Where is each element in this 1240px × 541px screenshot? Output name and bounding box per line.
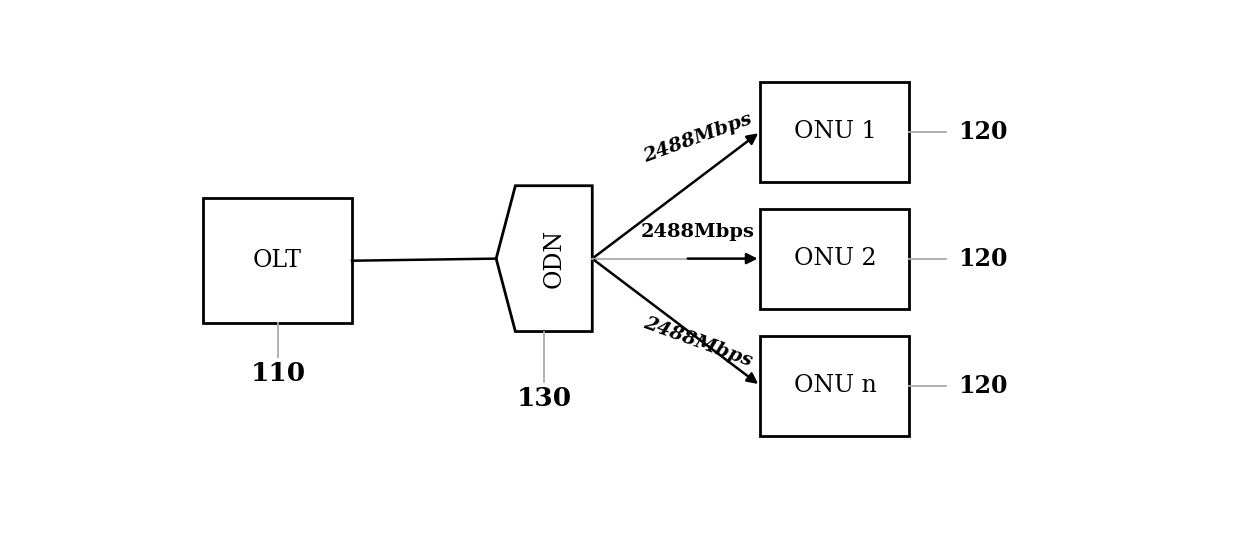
Text: 130: 130 bbox=[517, 386, 572, 411]
Text: OLT: OLT bbox=[253, 249, 303, 272]
Bar bbox=[760, 82, 909, 182]
Bar bbox=[760, 209, 909, 308]
Bar bbox=[203, 198, 352, 323]
Text: 120: 120 bbox=[957, 374, 1007, 398]
Text: 120: 120 bbox=[957, 120, 1007, 143]
Text: ONU 1: ONU 1 bbox=[794, 120, 877, 143]
Text: 110: 110 bbox=[250, 361, 305, 386]
Text: ODN: ODN bbox=[542, 229, 565, 288]
Text: 2488Mbps: 2488Mbps bbox=[641, 314, 755, 370]
Bar bbox=[760, 335, 909, 436]
Text: 2488Mbps: 2488Mbps bbox=[641, 222, 755, 241]
Text: ONU 2: ONU 2 bbox=[794, 247, 877, 270]
Polygon shape bbox=[496, 186, 593, 332]
Text: 120: 120 bbox=[957, 247, 1007, 270]
Text: 2488Mbps: 2488Mbps bbox=[641, 110, 755, 166]
Text: ONU n: ONU n bbox=[794, 374, 877, 397]
